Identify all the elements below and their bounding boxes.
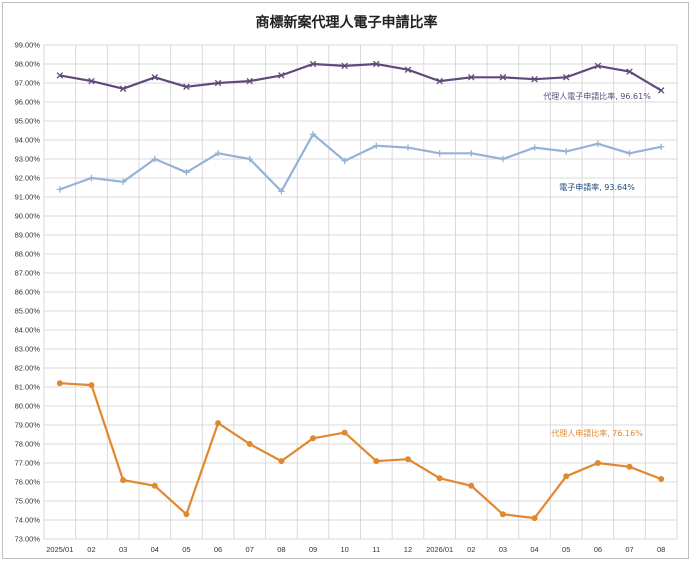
x-tick-label: 08 (277, 545, 285, 554)
x-tick-label: 07 (246, 545, 254, 554)
x-axis-ticks: 2025/01 02 03 04 05 06 07 08 09 10 11 12 2026/01 02 03… (46, 545, 665, 554)
y-tick-label: 92.00% (15, 174, 41, 183)
x-tick-label: 04 (151, 545, 159, 554)
y-tick-label: 74.00% (15, 516, 41, 525)
data-point (57, 186, 63, 192)
y-tick-label: 81.00% (15, 383, 41, 392)
data-point (88, 175, 94, 181)
x-tick-label: 2025/01 (46, 545, 73, 554)
data-point (437, 475, 443, 481)
y-axis-ticks: 73.00% 74.00% 75.00% 76.00% 77.00% 78.00% 79.0… (15, 41, 41, 544)
series-data-label: 代理人申請比率, 76.16% (551, 428, 643, 438)
x-tick-label: 07 (625, 545, 633, 554)
x-tick-label: 12 (404, 545, 412, 554)
data-point (152, 483, 158, 489)
data-point (532, 515, 538, 521)
x-tick-label: 04 (530, 545, 538, 554)
data-point (595, 460, 601, 466)
series-data-label: 電子申請率, 93.64% (559, 182, 635, 192)
x-tick-label: 05 (182, 545, 190, 554)
data-point (310, 435, 316, 441)
series-data-label: 代理人電子申請比率, 96.61% (543, 91, 651, 101)
data-point (342, 430, 348, 436)
y-tick-label: 80.00% (15, 402, 41, 411)
data-point (627, 464, 633, 470)
data-point (88, 382, 94, 388)
x-tick-label: 08 (657, 545, 665, 554)
y-tick-label: 90.00% (15, 212, 41, 221)
x-tick-label: 11 (372, 545, 380, 554)
y-tick-label: 77.00% (15, 459, 41, 468)
x-tick-label: 05 (562, 545, 570, 554)
data-point (468, 483, 474, 489)
data-point (658, 476, 664, 482)
data-point (563, 148, 569, 154)
x-tick-label: 02 (87, 545, 95, 554)
data-point (595, 141, 601, 147)
y-tick-label: 73.00% (15, 535, 41, 544)
x-tick-label: 03 (499, 545, 507, 554)
data-point (468, 150, 474, 156)
y-tick-label: 76.00% (15, 478, 41, 487)
x-tick-label: 06 (594, 545, 602, 554)
x-tick-label: 2026/01 (426, 545, 453, 554)
y-tick-label: 88.00% (15, 250, 41, 259)
data-point (373, 458, 379, 464)
data-point (500, 511, 506, 517)
y-tick-label: 89.00% (15, 231, 41, 240)
data-point (215, 420, 221, 426)
y-tick-label: 86.00% (15, 288, 41, 297)
data-point (531, 144, 537, 150)
x-tick-label: 03 (119, 545, 127, 554)
data-point (658, 144, 664, 150)
y-tick-label: 98.00% (15, 60, 41, 69)
y-tick-label: 93.00% (15, 155, 41, 164)
y-tick-label: 78.00% (15, 440, 41, 449)
y-tick-label: 96.00% (15, 98, 41, 107)
x-tick-label: 09 (309, 545, 317, 554)
data-point (436, 150, 442, 156)
gridlines (44, 45, 677, 539)
y-tick-label: 97.00% (15, 79, 41, 88)
y-tick-label: 91.00% (15, 193, 41, 202)
y-tick-label: 99.00% (15, 41, 41, 50)
y-tick-label: 83.00% (15, 345, 41, 354)
y-tick-label: 84.00% (15, 326, 41, 335)
data-point (405, 144, 411, 150)
x-tick-label: 10 (341, 545, 349, 554)
data-point (247, 441, 253, 447)
y-tick-label: 95.00% (15, 117, 41, 126)
x-tick-label: 02 (467, 545, 475, 554)
data-point (405, 456, 411, 462)
y-tick-label: 85.00% (15, 307, 41, 316)
data-point (563, 473, 569, 479)
y-tick-label: 79.00% (15, 421, 41, 430)
data-point (183, 511, 189, 517)
data-point (626, 150, 632, 156)
y-tick-label: 75.00% (15, 497, 41, 506)
y-tick-label: 87.00% (15, 269, 41, 278)
y-tick-label: 82.00% (15, 364, 41, 373)
data-point (278, 458, 284, 464)
y-tick-label: 94.00% (15, 136, 41, 145)
data-point (120, 477, 126, 483)
x-tick-label: 06 (214, 545, 222, 554)
data-point (57, 380, 63, 386)
data-point (500, 156, 506, 162)
